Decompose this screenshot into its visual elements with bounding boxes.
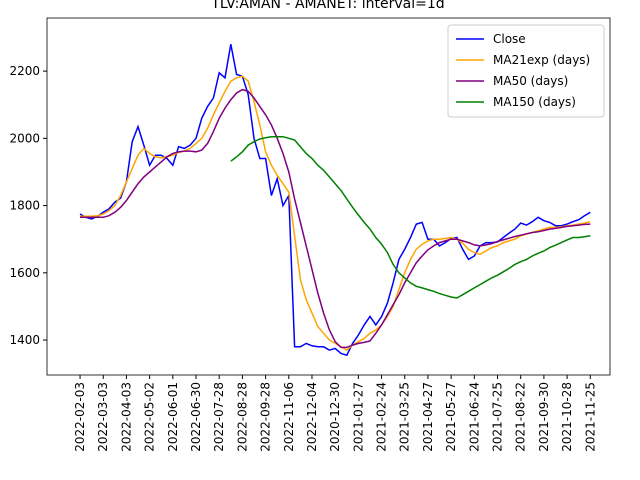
legend-label: MA150 (days) [493,95,576,109]
legend-box [447,24,605,118]
x-tick-label: 2022-06-01 [166,382,180,452]
y-tick-label: 1800 [9,199,40,213]
x-tick-label: 2021-11-25 [583,382,597,452]
x-tick-label: 2021-05-27 [444,382,458,452]
x-tick-label: 2021-09-30 [537,382,551,452]
x-tick-label: 2022-06-30 [189,382,203,452]
x-tick-label: 2022-02-03 [73,382,87,452]
x-tick-label: 2021-10-28 [560,382,574,452]
x-tick-label: 2022-12-04 [305,382,319,452]
x-tick-label: 2020-12-30 [328,382,342,452]
x-tick-label: 2021-07-25 [491,382,505,452]
legend-label: MA21exp (days) [493,53,590,67]
plot-frame [46,17,611,376]
x-tick-label: 2022-09-28 [259,382,273,452]
chart-title: TLV:AMAN - AMANET: interval=1d [210,0,444,12]
x-tick-label: 2021-02-24 [375,382,389,452]
legend-label: Close [493,32,526,46]
series-line [80,88,591,349]
x-tick-label: 2021-04-27 [421,382,435,452]
y-tick-label: 2200 [9,64,40,78]
x-tick-label: 2022-04-03 [119,382,133,452]
y-tick-label: 2000 [9,131,40,145]
series-line [230,135,591,299]
y-tick-label: 1600 [9,266,40,280]
x-tick-label: 2021-01-27 [351,382,365,452]
x-tick-label: 2021-06-24 [467,382,481,452]
legend-label: MA50 (days) [493,74,568,88]
x-tick-label: 2021-03-25 [398,382,412,452]
x-tick-label: 2022-05-02 [143,382,157,452]
x-tick-label: 2022-11-06 [282,382,296,452]
x-tick-label: 2022-07-28 [212,382,226,452]
x-tick-label: 2022-08-28 [235,382,249,452]
x-tick-label: 2021-08-22 [514,382,528,452]
y-tick-label: 1400 [9,333,40,347]
x-tick-label: 2022-03-03 [96,382,110,452]
series-line [80,75,591,352]
